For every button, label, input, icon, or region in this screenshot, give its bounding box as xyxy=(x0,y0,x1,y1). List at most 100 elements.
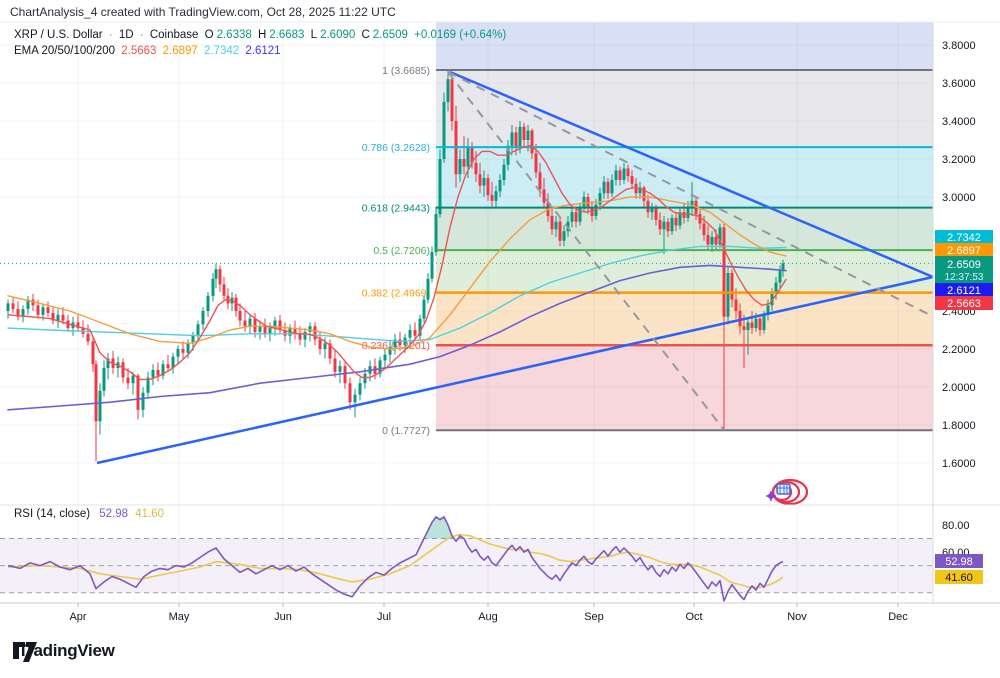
price-badge-label: 2.6897 xyxy=(947,245,981,257)
price-badge-bg xyxy=(935,283,993,297)
tradingview-logo-text: TradingView xyxy=(18,641,115,660)
candle-body xyxy=(91,341,95,365)
candle-body xyxy=(458,159,462,175)
candle-body xyxy=(86,333,90,342)
price-badge[interactable]: 2.7342 xyxy=(935,230,993,244)
price-badge[interactable]: 2.6121 xyxy=(935,283,993,297)
candle-body xyxy=(323,343,327,350)
candle-body xyxy=(666,221,670,232)
price-tick-label: 3.0000 xyxy=(942,192,976,204)
fib-level-label[interactable]: 0.5 (2.7206) xyxy=(373,245,430,257)
candle-body xyxy=(422,299,426,319)
candle-body xyxy=(706,235,710,245)
candle-body xyxy=(582,197,586,207)
candle-body xyxy=(136,375,140,410)
fib-level-label[interactable]: 1 (3.6685) xyxy=(382,65,430,77)
symbol-legend[interactable]: XRP / U.S. Dollar · 1D · Coinbase O 2.633… xyxy=(14,29,507,41)
rsi-line[interactable] xyxy=(7,516,784,602)
candle-body xyxy=(46,307,50,313)
candle-body xyxy=(510,132,514,146)
rsi-ma-line[interactable] xyxy=(7,533,784,589)
symbol-name[interactable]: XRP / U.S. Dollar xyxy=(14,29,103,41)
candle-body xyxy=(542,189,546,203)
candle-body xyxy=(714,236,718,245)
candle-body xyxy=(393,339,397,348)
sticker-grid-lines xyxy=(777,484,790,494)
month-label: May xyxy=(169,611,190,623)
candle-body xyxy=(574,212,578,222)
candle-body xyxy=(196,324,200,336)
month-label: Dec xyxy=(888,611,908,623)
ema-legend[interactable]: EMA 20/50/100/200 2.5663 2.6897 2.7342 2… xyxy=(14,45,284,57)
dashed-channel[interactable] xyxy=(447,71,933,317)
ema20-line[interactable] xyxy=(7,144,787,381)
candle-body xyxy=(6,303,10,312)
candle-body xyxy=(502,164,506,180)
fib-level-label[interactable]: 0 (1.7727) xyxy=(382,425,430,437)
sticker-annotation[interactable] xyxy=(766,478,809,506)
rsi-badge[interactable]: 41.60 xyxy=(935,570,983,584)
rsi-label[interactable]: RSI (14, close) xyxy=(14,508,91,520)
candle-body xyxy=(126,377,130,384)
descending-resistance[interactable] xyxy=(449,70,934,279)
candle-body xyxy=(171,356,175,369)
candle-body xyxy=(746,322,750,331)
ema200-line[interactable] xyxy=(7,264,787,411)
candle-body xyxy=(248,318,252,327)
candle-body xyxy=(670,217,674,232)
candle-body xyxy=(343,366,347,384)
rsi-badge-label: 52.98 xyxy=(945,556,973,568)
fib-level-label[interactable]: 0.786 (3.2628) xyxy=(362,142,430,154)
candle-body xyxy=(514,132,518,148)
fib-level-label[interactable]: 0.618 (2.9443) xyxy=(362,203,430,215)
candle-body xyxy=(102,368,106,391)
price-badge[interactable]: 2.5663 xyxy=(935,296,993,310)
candle-body xyxy=(214,269,218,279)
rsi-legend[interactable]: RSI (14, close) 52.98 41.60 xyxy=(14,508,164,520)
candle-body xyxy=(470,147,474,163)
candle-body xyxy=(738,311,742,327)
candle-body xyxy=(303,331,307,340)
price-tick-label: 2.0000 xyxy=(942,382,976,394)
price-tick-label: 1.8000 xyxy=(942,420,976,432)
fib-level-label[interactable]: 0.382 (2.4969) xyxy=(362,288,430,300)
candle-body xyxy=(76,322,80,329)
candle-body xyxy=(166,364,170,369)
ema-label[interactable]: EMA 20/50/100/200 xyxy=(14,45,116,57)
ema200-value: 2.6121 xyxy=(245,45,281,57)
candle-body xyxy=(328,343,332,359)
price-badge[interactable]: 2.6897 xyxy=(935,243,993,257)
ema50-line[interactable] xyxy=(7,196,787,350)
ema100-line[interactable] xyxy=(7,245,787,343)
candle-body xyxy=(494,191,498,201)
candle-body xyxy=(121,362,125,378)
interval-label[interactable]: 1D xyxy=(118,29,134,41)
fib-zone xyxy=(436,345,933,431)
candlestick-series[interactable] xyxy=(6,69,785,462)
price-tick-label: 2.2000 xyxy=(942,344,976,356)
candle-body xyxy=(181,349,185,353)
tradingview-logo-icon xyxy=(13,642,37,662)
candle-body xyxy=(333,358,337,372)
candle-body xyxy=(718,227,722,245)
fib-anchor-line[interactable] xyxy=(447,71,725,431)
candle-body xyxy=(650,206,654,213)
candle-body xyxy=(658,219,662,230)
tradingview-logo[interactable]: TradingView xyxy=(12,641,115,662)
candle-body xyxy=(554,221,558,230)
open-value: 2.6338 xyxy=(216,29,252,41)
rsi-badge[interactable]: 52.98 xyxy=(935,554,983,568)
candle-body xyxy=(698,214,702,224)
time-axis[interactable]: Apr May Jun Jul Aug Sep Oct Nov Dec xyxy=(69,603,908,623)
ascending-support[interactable] xyxy=(96,275,934,465)
candle-body xyxy=(318,339,322,350)
candle-body xyxy=(146,377,150,393)
month-label: Oct xyxy=(685,611,702,623)
candle-body xyxy=(594,204,598,217)
candle-body xyxy=(26,299,30,310)
candle-body xyxy=(446,79,450,103)
